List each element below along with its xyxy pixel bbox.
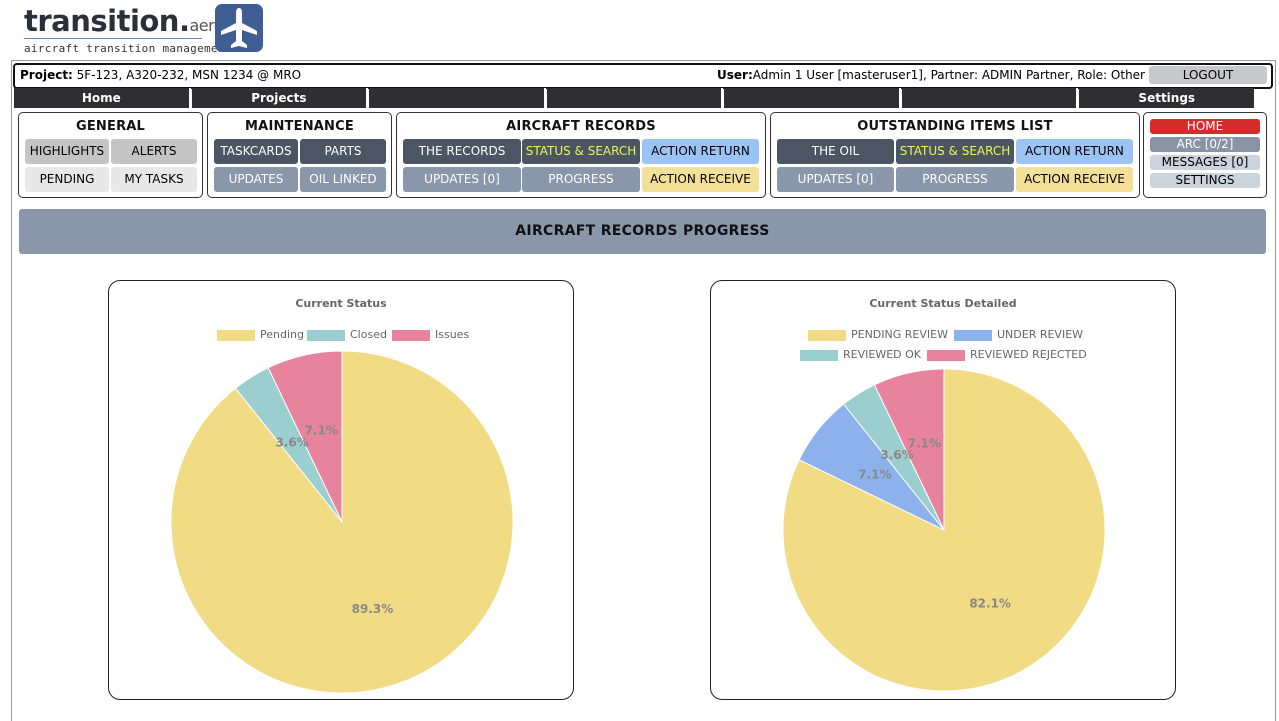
quick-links-panel: HOME ARC [0/2] MESSAGES [0] SETTINGS	[1143, 112, 1267, 198]
the-oil-button[interactable]: THE OIL	[777, 139, 894, 164]
legend-item[interactable]: Closed	[307, 329, 387, 341]
records-updates-button[interactable]: UPDATES [0]	[403, 167, 521, 192]
project-info: Project: 5F-123, A320-232, MSN 1234 @ MR…	[20, 68, 302, 82]
page-title: AIRCRAFT RECORDS PROGRESS	[19, 209, 1266, 254]
current-status-detailed-chart: Current Status Detailed PENDING REVIEW U…	[710, 280, 1176, 700]
maintenance-panel: MAINTENANCE TASKCARDS PARTS UPDATES OIL …	[207, 112, 392, 198]
side-home-button[interactable]: HOME	[1150, 119, 1260, 134]
slice-label: 7.1%	[908, 437, 941, 451]
logo-tagline: aircraft transition management	[24, 42, 232, 55]
slice-label: 3.6%	[880, 448, 913, 462]
records-action-return-button[interactable]: ACTION RETURN	[642, 139, 759, 164]
oil-action-receive-button[interactable]: ACTION RECEIVE	[1016, 167, 1133, 192]
legend-item[interactable]: Pending	[217, 329, 304, 341]
oil-updates-button[interactable]: UPDATES [0]	[777, 167, 894, 192]
legend-swatch	[927, 349, 965, 361]
logo-wordmark: transition.aero	[24, 4, 224, 38]
nav-blank-2[interactable]	[546, 88, 724, 108]
logo: transition.aero aircraft transition mana…	[24, 4, 284, 55]
oil-linked-button[interactable]: OIL LINKED	[300, 167, 386, 192]
general-panel: GENERAL HIGHLIGHTS ALERTS PENDING MY TAS…	[18, 112, 203, 198]
maintenance-updates-button[interactable]: UPDATES	[214, 167, 298, 192]
pie-chart: 82.1%7.1%3.6%7.1%	[782, 368, 1106, 692]
slice-label: 3.6%	[275, 435, 308, 449]
logo-underline	[24, 38, 202, 39]
slice-label: 82.1%	[969, 597, 1011, 611]
nav-blank-1[interactable]	[369, 88, 546, 108]
oil-status-search-button[interactable]: STATUS & SEARCH	[896, 139, 1014, 164]
side-settings-button[interactable]: SETTINGS	[1150, 173, 1260, 188]
maintenance-title: MAINTENANCE	[245, 119, 354, 134]
legend-item[interactable]: REVIEWED OK	[800, 349, 921, 361]
oil-progress-button[interactable]: PROGRESS	[896, 167, 1014, 192]
nav-settings[interactable]: Settings	[1079, 88, 1255, 108]
nav-projects[interactable]: Projects	[191, 88, 369, 108]
slice-label: 7.1%	[858, 468, 891, 482]
aircraft-records-title: AIRCRAFT RECORDS	[506, 119, 656, 134]
pie-slice[interactable]	[267, 350, 343, 523]
slice-label: 89.3%	[352, 602, 394, 616]
the-records-button[interactable]: THE RECORDS	[403, 139, 521, 164]
outstanding-items-title: OUTSTANDING ITEMS LIST	[857, 119, 1053, 134]
nav-blank-4[interactable]	[901, 88, 1079, 108]
user-info: User:Admin 1 User [masteruser1], Partner…	[717, 68, 1145, 82]
pending-button[interactable]: PENDING	[25, 167, 109, 192]
project-bar: Project: 5F-123, A320-232, MSN 1234 @ MR…	[13, 63, 1273, 89]
nav-blank-3[interactable]	[724, 88, 901, 108]
chart-title: Current Status Detailed	[869, 297, 1017, 310]
outstanding-items-panel: OUTSTANDING ITEMS LIST THE OIL STATUS & …	[770, 112, 1140, 198]
legend-item[interactable]: REVIEWED REJECTED	[927, 349, 1087, 361]
legend-item[interactable]: PENDING REVIEW	[808, 329, 948, 341]
airplane-icon	[215, 4, 263, 52]
side-messages-button[interactable]: MESSAGES [0]	[1150, 155, 1260, 170]
highlights-button[interactable]: HIGHLIGHTS	[25, 139, 109, 164]
legend-item[interactable]: Issues	[392, 329, 469, 341]
general-title: GENERAL	[75, 119, 146, 134]
chart-title: Current Status	[295, 297, 387, 310]
records-action-receive-button[interactable]: ACTION RECEIVE	[642, 167, 759, 192]
pie-slice[interactable]	[873, 368, 945, 531]
records-progress-button[interactable]: PROGRESS	[522, 167, 640, 192]
nav-home[interactable]: Home	[14, 88, 191, 108]
logout-button[interactable]: LOGOUT	[1149, 66, 1267, 84]
my-tasks-button[interactable]: MY TASKS	[111, 167, 197, 192]
taskcards-button[interactable]: TASKCARDS	[214, 139, 298, 164]
main-frame	[11, 60, 1276, 721]
top-nav: Home Projects Settings	[14, 88, 1255, 108]
alerts-button[interactable]: ALERTS	[111, 139, 197, 164]
aircraft-records-panel: AIRCRAFT RECORDS THE RECORDS STATUS & SE…	[396, 112, 766, 198]
legend-swatch	[800, 349, 838, 361]
legend-swatch	[954, 329, 992, 341]
legend-swatch	[307, 329, 345, 341]
side-arc-button[interactable]: ARC [0/2]	[1150, 137, 1260, 152]
parts-button[interactable]: PARTS	[300, 139, 386, 164]
legend-item[interactable]: UNDER REVIEW	[954, 329, 1083, 341]
pie-chart: 89.3% 3.6%7.1%	[170, 350, 514, 694]
slice-label: 7.1%	[305, 423, 338, 437]
legend-swatch	[217, 329, 255, 341]
current-status-chart: Current Status Pending Closed Issues 89.…	[108, 280, 574, 700]
oil-action-return-button[interactable]: ACTION RETURN	[1016, 139, 1133, 164]
legend-swatch	[392, 329, 430, 341]
records-status-search-button[interactable]: STATUS & SEARCH	[522, 139, 640, 164]
legend-swatch	[808, 329, 846, 341]
